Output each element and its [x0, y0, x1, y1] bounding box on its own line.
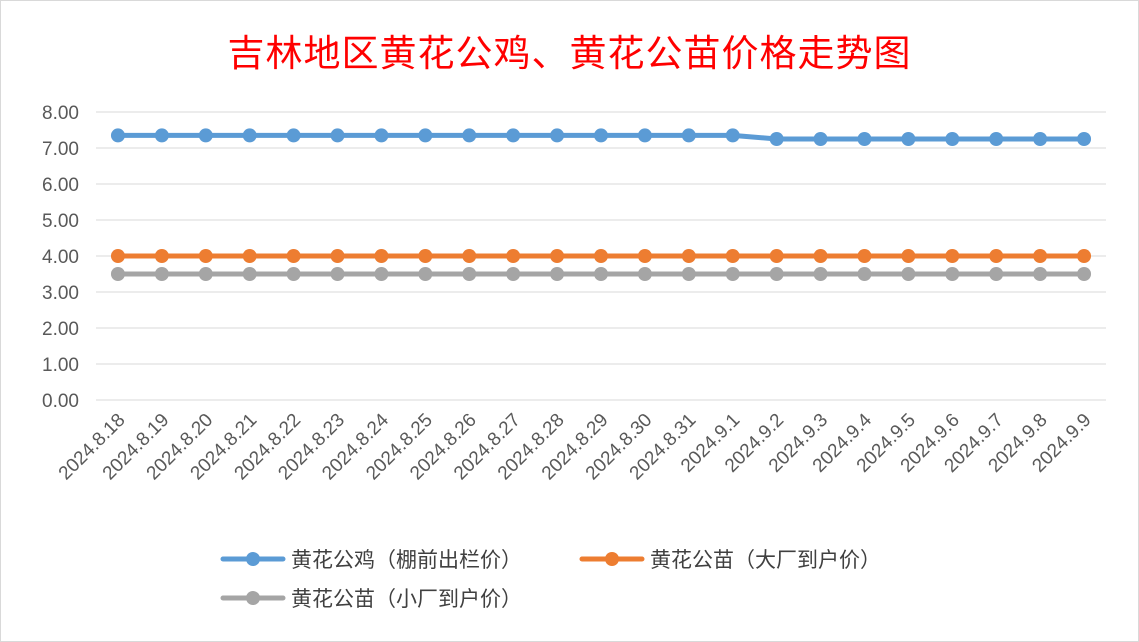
data-point	[374, 128, 389, 143]
legend-label: 黄花公苗（小厂到户价）	[291, 587, 522, 611]
data-point	[989, 132, 1004, 146]
data-point	[989, 267, 1004, 281]
data-point	[857, 249, 872, 263]
data-point	[594, 249, 608, 263]
data-point	[242, 128, 257, 143]
data-point	[769, 249, 784, 263]
data-point	[154, 128, 169, 143]
data-point	[813, 267, 828, 281]
legend-label: 黄花公苗（大厂到户价）	[650, 548, 881, 572]
data-point	[286, 128, 301, 143]
data-point	[286, 249, 301, 263]
data-point	[681, 128, 696, 143]
data-point	[857, 267, 872, 281]
data-point	[594, 128, 608, 143]
data-point	[901, 132, 916, 146]
data-point	[1033, 267, 1048, 281]
y-tick-label: 5.00	[42, 211, 79, 232]
data-point	[242, 267, 257, 281]
data-point	[945, 132, 960, 146]
y-tick-label: 7.00	[42, 139, 79, 160]
data-point	[989, 249, 1004, 263]
data-point	[550, 128, 565, 143]
chart-title: 吉林地区黄花公鸡、黄花公苗价格走势图	[227, 32, 912, 75]
data-point	[462, 249, 477, 263]
data-point	[462, 267, 477, 281]
data-point	[462, 128, 477, 143]
data-point	[1033, 132, 1048, 146]
data-point	[374, 249, 389, 263]
data-point	[857, 132, 872, 146]
data-point	[1077, 249, 1092, 263]
legend-swatch-marker	[605, 552, 619, 566]
data-point	[681, 267, 696, 281]
data-point	[550, 249, 565, 263]
data-point	[198, 128, 213, 143]
y-tick-label: 2.00	[42, 319, 79, 340]
data-point	[154, 249, 169, 263]
data-point	[110, 128, 125, 143]
y-tick-label: 3.00	[42, 283, 79, 304]
data-point	[594, 267, 608, 281]
data-point	[1033, 249, 1048, 263]
data-point	[330, 267, 345, 281]
legend-swatch-marker	[246, 552, 260, 566]
y-tick-label: 1.00	[42, 355, 79, 376]
data-point	[154, 267, 169, 281]
y-tick-label: 4.00	[42, 247, 79, 268]
y-tick-label: 8.00	[42, 103, 79, 124]
data-point	[506, 128, 521, 143]
data-point	[506, 267, 521, 281]
data-point	[901, 267, 916, 281]
y-tick-label: 0.00	[42, 391, 79, 412]
data-point	[330, 128, 345, 143]
data-point	[198, 267, 213, 281]
data-point	[725, 249, 740, 263]
data-point	[681, 249, 696, 263]
data-point	[242, 249, 257, 263]
data-point	[945, 267, 960, 281]
data-point	[813, 249, 828, 263]
data-point	[110, 267, 125, 281]
y-tick-label: 6.00	[42, 175, 79, 196]
data-point	[1077, 267, 1092, 281]
data-point	[198, 249, 213, 263]
data-point	[286, 267, 301, 281]
data-point	[637, 249, 652, 263]
data-point	[110, 249, 125, 263]
data-point	[418, 249, 433, 263]
data-point	[418, 128, 433, 143]
data-point	[637, 267, 652, 281]
data-point	[901, 249, 916, 263]
data-point	[769, 132, 784, 146]
legend-label: 黄花公鸡（棚前出栏价）	[291, 548, 522, 572]
data-point	[813, 132, 828, 146]
data-point	[769, 267, 784, 281]
data-point	[725, 128, 740, 143]
data-point	[506, 249, 521, 263]
data-point	[418, 267, 433, 281]
legend-swatch-marker	[246, 591, 260, 605]
data-point	[550, 267, 565, 281]
data-point	[725, 267, 740, 281]
data-point	[945, 249, 960, 263]
data-point	[330, 249, 345, 263]
data-point	[374, 267, 389, 281]
data-point	[1077, 132, 1092, 146]
data-point	[637, 128, 652, 143]
